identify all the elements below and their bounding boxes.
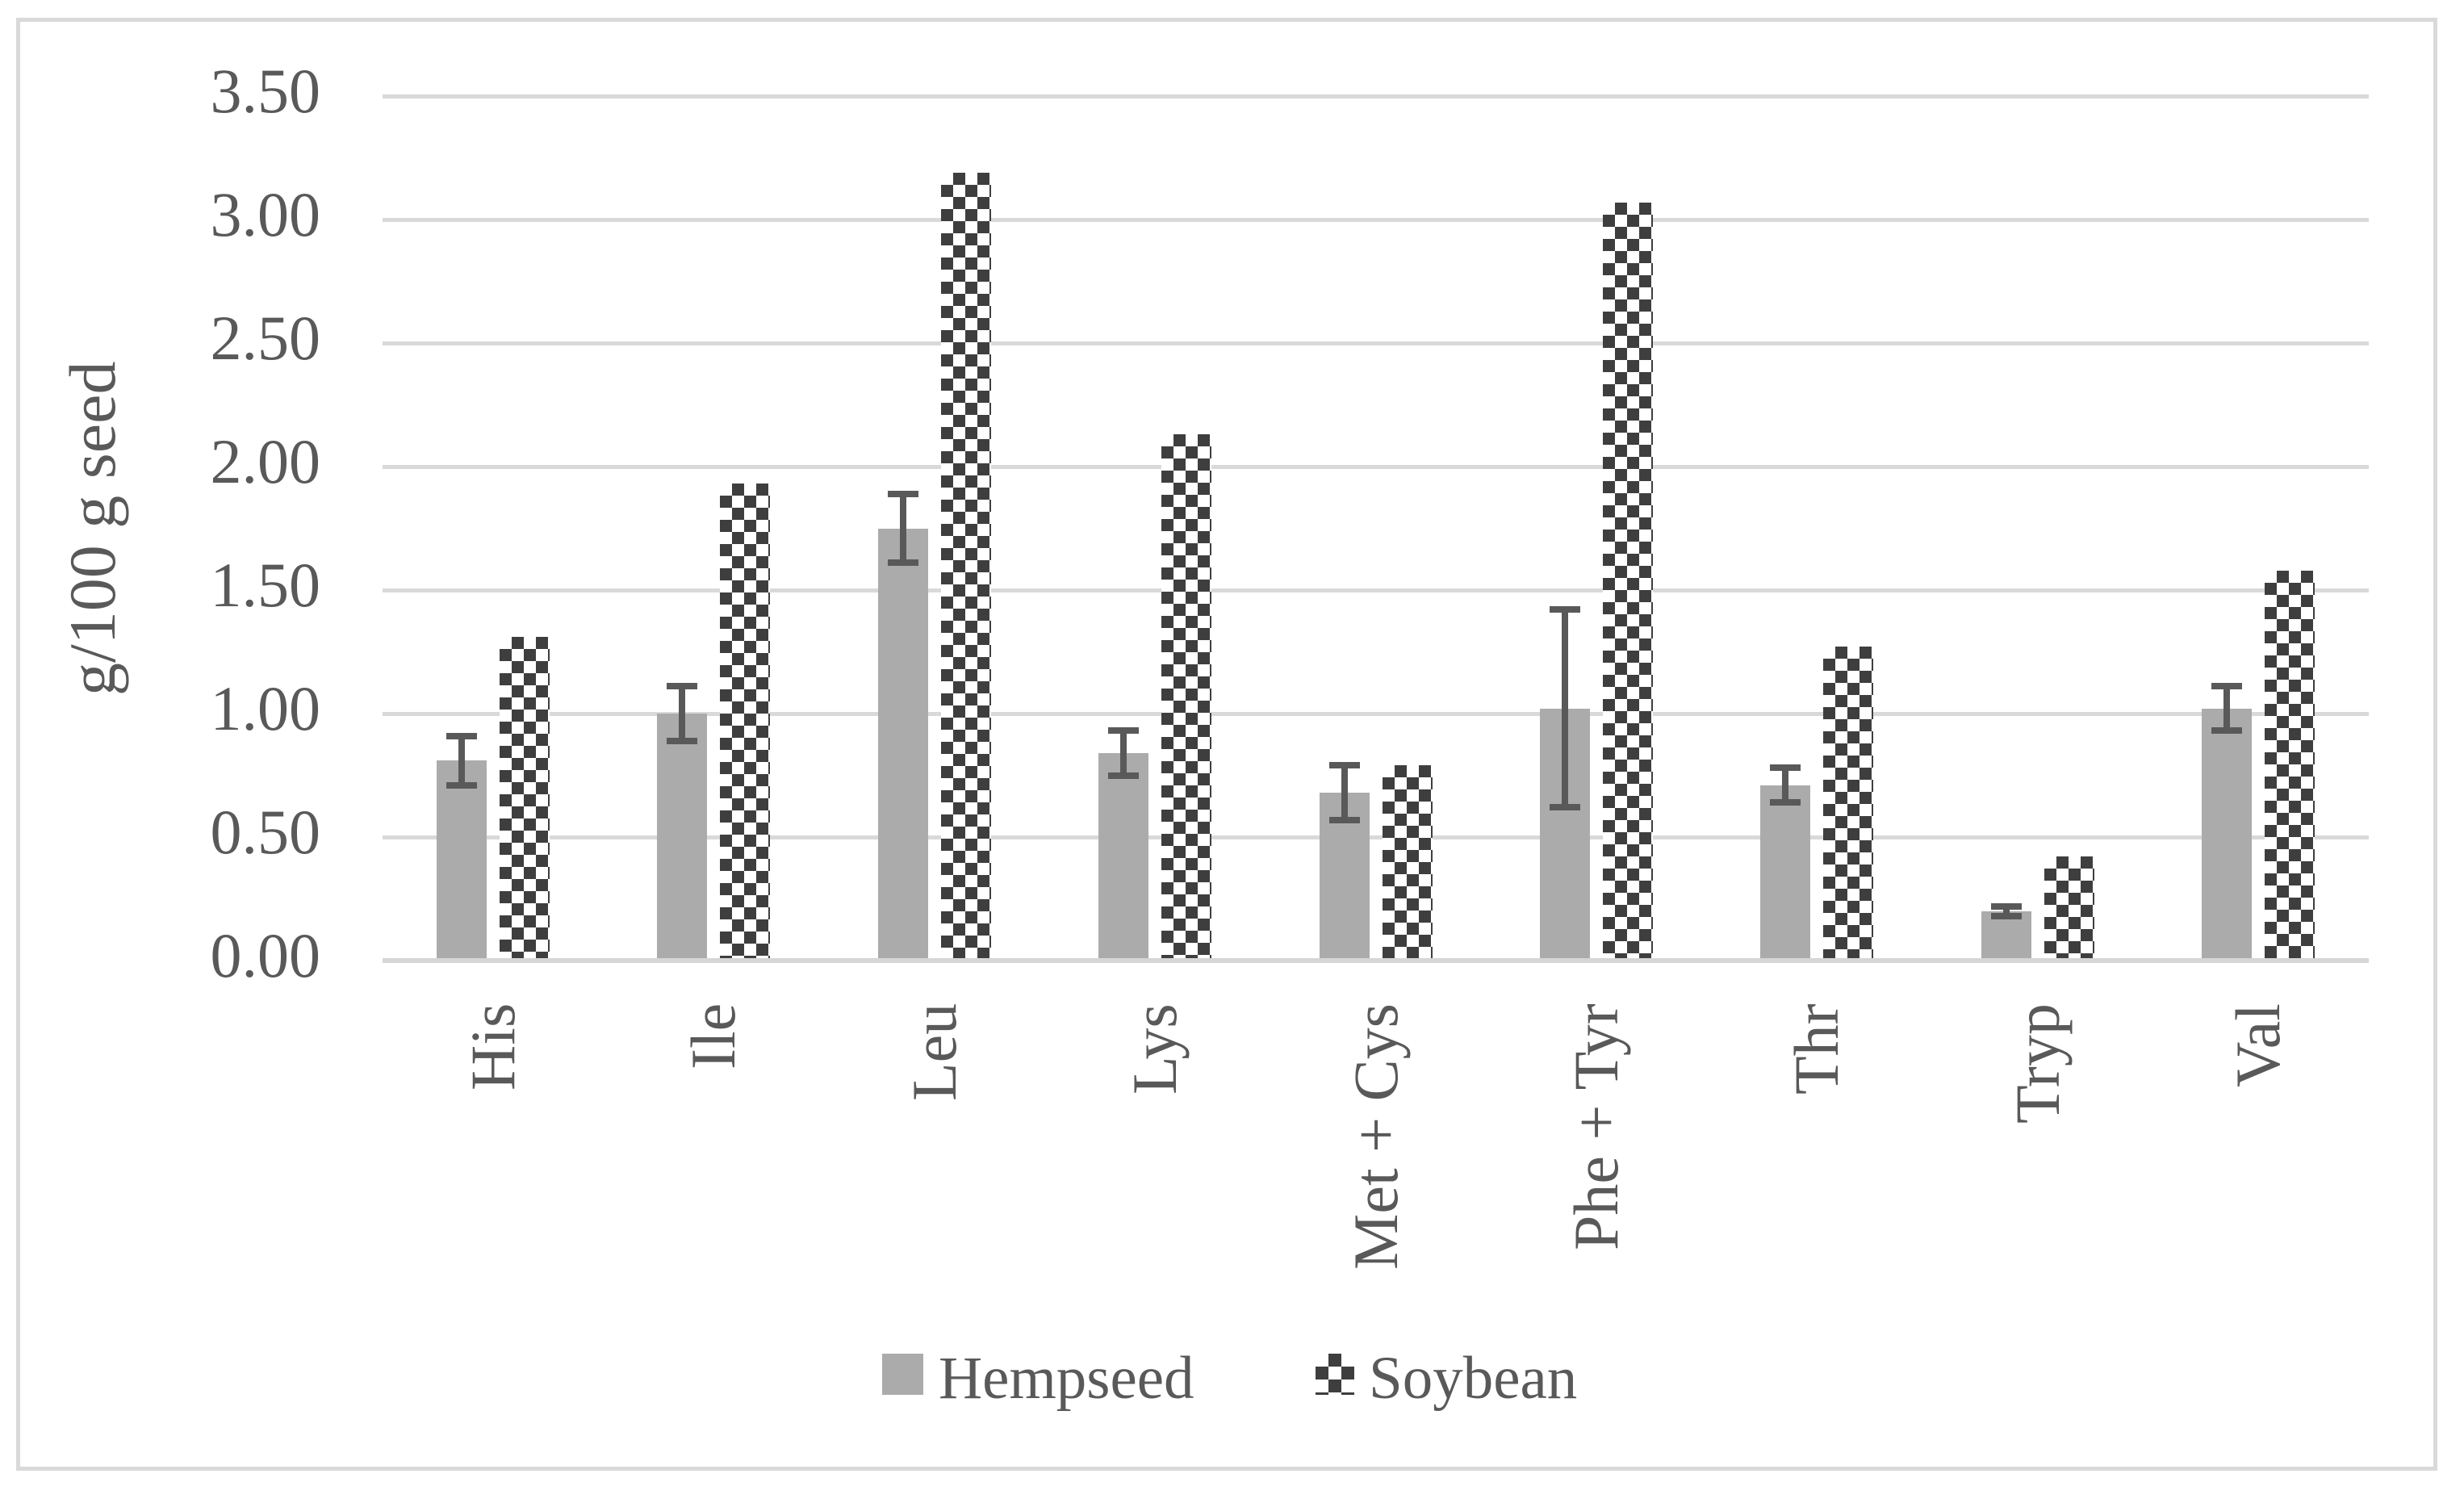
error-bar-cap-bottom — [1328, 816, 1360, 823]
gridline — [383, 465, 2369, 469]
chart-border — [16, 18, 2437, 1471]
y-axis-tick-label: 1.00 — [210, 673, 321, 743]
bar-soybean-PheTyr — [1602, 202, 1653, 961]
error-bar-cap-bottom — [1770, 799, 1801, 806]
category-label-MetCys: Met + Cys — [1340, 1003, 1411, 1271]
error-bar-cap-top — [1770, 764, 1801, 772]
error-bar-stem — [458, 735, 465, 785]
error-bar-cap-bottom — [446, 781, 477, 789]
error-bar-cap-top — [887, 490, 918, 497]
error-bar-cap-top — [1328, 762, 1360, 769]
gridline — [383, 94, 2369, 98]
bar-hempseed-Ile — [657, 714, 708, 961]
bar-soybean-Val — [2265, 570, 2315, 961]
category-label-Tryp: Tryp — [2002, 1003, 2073, 1124]
gridline — [383, 588, 2369, 592]
x-axis-line — [383, 958, 2369, 963]
category-label-Ile: Ile — [678, 1003, 749, 1070]
category-label-His: His — [457, 1003, 528, 1091]
category-label-Lys: Lys — [1119, 1003, 1190, 1095]
bar-soybean-Ile — [720, 484, 771, 961]
legend-label-soybean: Soybean — [1369, 1345, 1578, 1412]
error-bar-cap-bottom — [2211, 727, 2243, 735]
bar-soybean-Leu — [940, 172, 991, 961]
legend-label-hempseed: Hempseed — [939, 1345, 1194, 1412]
gridline — [383, 835, 2369, 839]
error-bar-cap-bottom — [667, 737, 698, 744]
error-bar-cap-top — [446, 732, 477, 739]
bar-hempseed-Val — [2202, 708, 2253, 961]
error-bar-cap-bottom — [887, 559, 918, 567]
bar-hempseed-Lys — [1098, 752, 1149, 961]
error-bar-cap-top — [1108, 727, 1140, 735]
error-bar-cap-bottom — [1108, 772, 1140, 779]
bar-hempseed-Tryp — [1981, 911, 2031, 961]
bar-hempseed-His — [436, 760, 487, 961]
y-axis-tick-label: 2.50 — [210, 303, 321, 373]
bar-hempseed-Thr — [1760, 785, 1811, 961]
error-bar-cap-top — [1549, 606, 1580, 613]
error-bar-stem — [899, 493, 906, 563]
gridline — [383, 712, 2369, 716]
bar-soybean-Thr — [1823, 647, 1874, 961]
y-axis-tick-label: 3.00 — [210, 179, 321, 249]
y-axis-title: g/100 g seed — [56, 361, 129, 697]
y-axis-tick-label: 1.50 — [210, 550, 321, 620]
error-bar-stem — [1782, 768, 1789, 803]
category-label-Val: Val — [2223, 1003, 2294, 1087]
error-bar-cap-bottom — [1990, 912, 2022, 919]
category-label-Thr: Thr — [1781, 1003, 1852, 1095]
error-bar-stem — [1341, 765, 1348, 820]
y-axis-tick-label: 3.50 — [210, 56, 321, 126]
error-bar-cap-top — [667, 683, 698, 690]
bar-soybean-Tryp — [2044, 856, 2094, 961]
y-axis-tick-label: 0.50 — [210, 797, 321, 867]
error-bar-cap-top — [1990, 902, 2022, 910]
y-axis-tick-label: 0.00 — [210, 920, 321, 990]
error-bar-stem — [679, 686, 686, 741]
bar-hempseed-Leu — [877, 528, 928, 961]
error-bar-cap-bottom — [1549, 804, 1580, 811]
error-bar-stem — [2223, 686, 2231, 731]
y-axis-tick-label: 2.00 — [210, 426, 321, 496]
legend-swatch-hempseed — [882, 1354, 923, 1395]
bar-soybean-Lys — [1161, 434, 1212, 961]
category-label-Leu: Leu — [898, 1003, 969, 1102]
bar-soybean-MetCys — [1382, 765, 1433, 961]
category-label-PheTyr: Phe + Tyr — [1560, 1003, 1631, 1250]
gridline — [383, 218, 2369, 222]
error-bar-stem — [1561, 609, 1568, 808]
legend-swatch-soybean — [1316, 1354, 1354, 1395]
gridline — [383, 341, 2369, 345]
error-bar-cap-top — [2211, 683, 2243, 690]
bar-soybean-His — [499, 637, 550, 961]
error-bar-stem — [2002, 906, 2010, 916]
error-bar-stem — [1120, 731, 1127, 776]
